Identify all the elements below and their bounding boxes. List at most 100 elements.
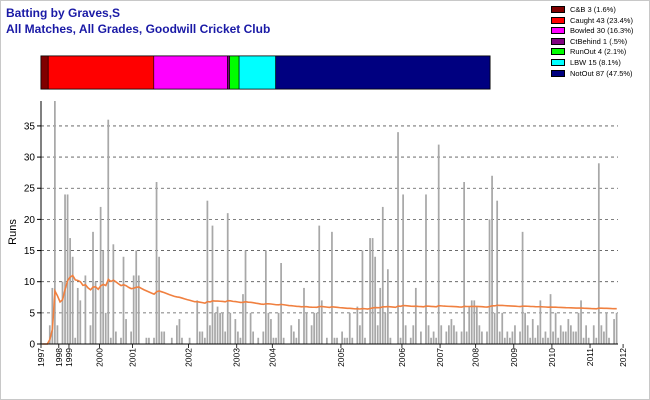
run-bar	[163, 331, 166, 344]
run-bar	[325, 337, 328, 344]
run-bar	[135, 250, 138, 344]
season-label: 1998	[54, 348, 64, 367]
run-bar	[112, 244, 115, 344]
run-bar	[120, 337, 122, 344]
run-bar	[524, 312, 526, 344]
run-bar	[445, 331, 448, 344]
run-bar	[564, 331, 567, 344]
run-bar	[503, 337, 506, 344]
run-bar	[137, 275, 140, 344]
season-label: 2012	[618, 348, 628, 367]
season-label: 2005	[336, 348, 346, 367]
run-bar	[170, 337, 173, 344]
run-bar	[580, 300, 582, 344]
legend-item: LBW 15 (8.1%)	[551, 58, 649, 69]
run-bar	[501, 312, 504, 344]
run-bar	[498, 331, 501, 344]
run-bar	[290, 325, 293, 344]
run-bar	[196, 300, 199, 344]
legend-item: C&B 3 (1.6%)	[551, 5, 649, 16]
run-bar	[252, 331, 255, 344]
season-label: 2002	[183, 348, 193, 367]
run-bar	[531, 319, 534, 344]
run-bar	[54, 101, 56, 344]
y-tick-label: 0	[29, 340, 35, 351]
run-bar	[369, 238, 371, 344]
run-bar	[608, 337, 610, 344]
run-bar	[313, 312, 316, 344]
run-bar	[539, 300, 542, 344]
run-bar	[224, 331, 227, 344]
run-bar	[148, 337, 150, 344]
run-bar	[198, 331, 201, 344]
run-bar	[587, 337, 590, 344]
run-bar	[600, 325, 603, 344]
season-label: 2007	[435, 348, 445, 367]
run-bar	[554, 312, 557, 344]
dismissal-segment	[153, 55, 228, 90]
run-bar	[440, 325, 443, 344]
season-label: 2000	[94, 348, 104, 367]
run-bar	[356, 306, 359, 344]
legend-swatch	[551, 69, 565, 77]
run-bar	[412, 325, 415, 344]
legend-label: C&B 3 (1.6%)	[570, 5, 616, 14]
run-bar	[155, 182, 158, 344]
legend-item: NotOut 87 (47.5%)	[551, 69, 649, 80]
run-bar	[305, 312, 308, 344]
run-bar	[468, 306, 471, 344]
run-bar	[478, 325, 481, 344]
run-bar	[397, 132, 399, 344]
run-bar	[51, 287, 54, 344]
run-bar	[320, 300, 323, 344]
dismissal-segment	[229, 55, 240, 90]
y-tick-label: 35	[24, 121, 36, 132]
run-bar	[509, 337, 511, 344]
run-bar	[447, 325, 450, 344]
run-bar	[56, 325, 59, 344]
run-bar	[486, 331, 488, 344]
season-label: 2003	[232, 348, 242, 367]
run-bar	[178, 319, 181, 344]
run-bar	[491, 175, 493, 344]
run-bar	[226, 213, 229, 344]
run-bar	[351, 337, 354, 344]
run-bar	[547, 337, 549, 344]
dismissal-segment	[238, 55, 276, 90]
season-label: 1999	[64, 348, 74, 367]
run-bar	[242, 294, 244, 344]
run-bar	[536, 325, 539, 344]
run-bar	[216, 306, 219, 344]
average-line	[42, 274, 617, 345]
dismissal-legend: C&B 3 (1.6%) Caught 43 (23.4%) Bowled 30 (…	[551, 5, 649, 79]
run-bar	[115, 331, 117, 344]
legend-swatch	[551, 27, 565, 35]
run-bar	[333, 337, 336, 344]
legend-label: NotOut 87 (47.5%)	[570, 68, 633, 78]
run-bar	[562, 331, 565, 344]
run-bar	[493, 312, 496, 344]
run-bar	[427, 325, 430, 344]
run-bar	[420, 331, 422, 344]
run-bar	[557, 337, 560, 344]
run-bar	[153, 337, 155, 344]
run-bar	[315, 312, 318, 344]
run-bar	[544, 331, 547, 344]
run-bar	[432, 331, 435, 344]
run-bar	[613, 319, 615, 344]
chart-subtitle: All Matches, All Grades, Goodwill Cricke…	[6, 22, 271, 36]
season-label: 2010	[547, 348, 557, 367]
run-bar	[104, 312, 107, 344]
run-bar	[201, 331, 204, 344]
legend-swatch	[551, 48, 565, 56]
run-bar	[437, 144, 440, 344]
legend-label: Bowled 30 (16.3%)	[570, 26, 634, 36]
run-bar	[595, 337, 598, 344]
run-bar	[102, 250, 105, 344]
run-bar	[272, 337, 275, 344]
legend-swatch	[551, 16, 565, 24]
run-bar	[310, 325, 313, 344]
legend-item: CtBehind 1 (.5%)	[551, 37, 649, 48]
run-bar	[298, 319, 300, 344]
run-bar	[364, 337, 366, 344]
